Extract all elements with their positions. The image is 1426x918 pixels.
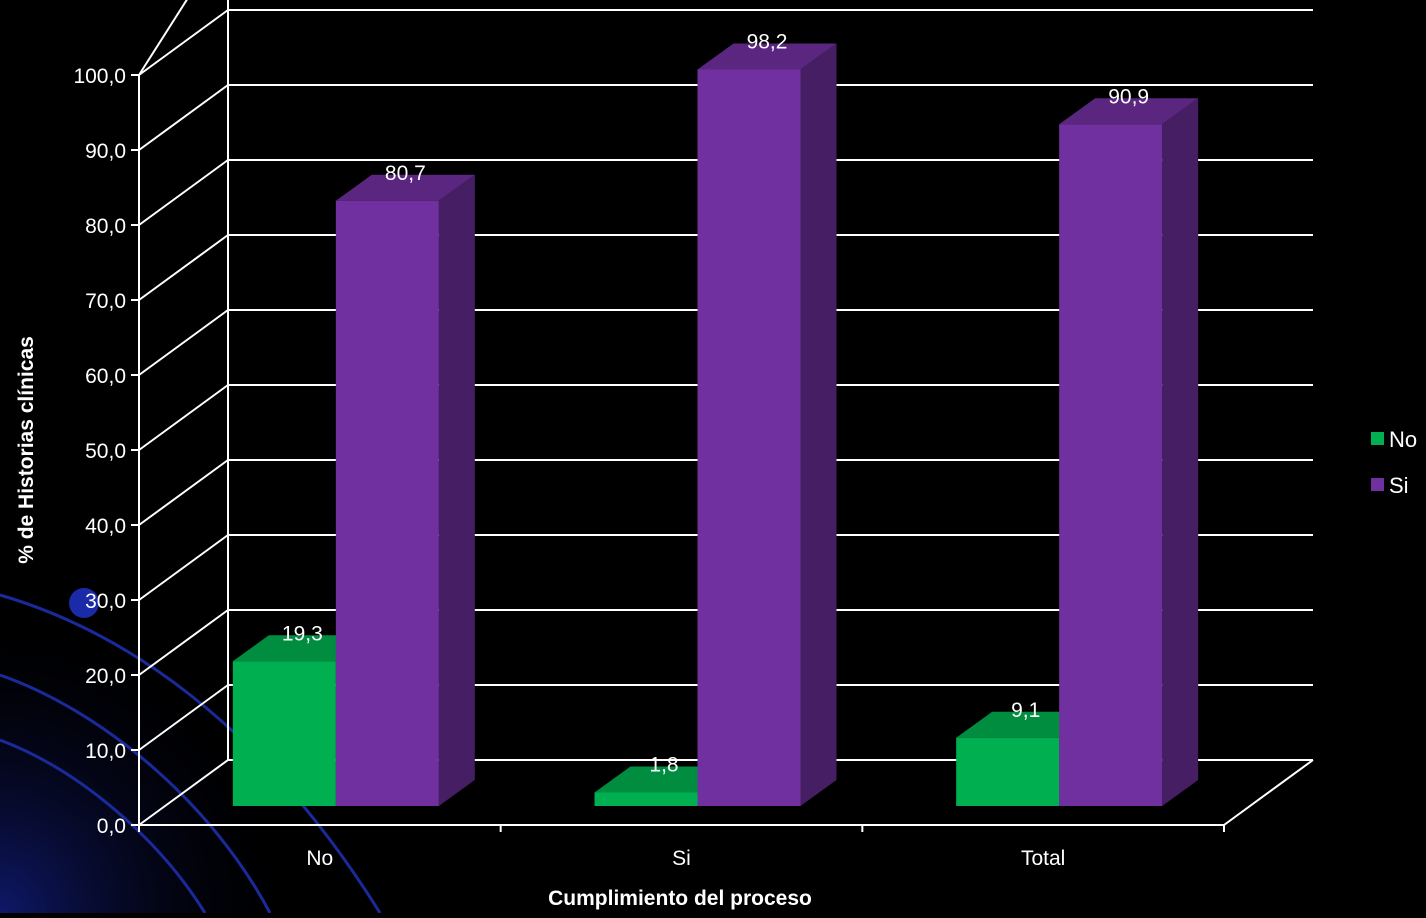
side-gridline bbox=[138, 384, 229, 451]
side-gridline bbox=[138, 9, 229, 76]
y-tick-label: 30,0 bbox=[85, 590, 126, 613]
y-axis-title: % de Historias clínicas bbox=[15, 336, 38, 564]
side-gridline bbox=[138, 684, 229, 751]
bar-si-si bbox=[697, 43, 837, 806]
x-axis-tick-labels: No Si Total bbox=[306, 847, 1065, 870]
legend-label-no: No bbox=[1389, 427, 1417, 452]
x-tick-label: Si bbox=[672, 847, 691, 870]
side-gridline bbox=[138, 0, 188, 76]
data-label: 98,2 bbox=[747, 31, 788, 54]
side-gridline bbox=[138, 609, 229, 676]
y-tick-label: 10,0 bbox=[85, 740, 126, 763]
side-gridline bbox=[138, 759, 229, 826]
axes bbox=[131, 74, 1225, 832]
y-tick-label: 100,0 bbox=[73, 65, 126, 88]
bar-front bbox=[956, 737, 1060, 806]
bar-front bbox=[232, 661, 336, 806]
legend-swatch-no bbox=[1371, 432, 1384, 445]
x-tick-label: No bbox=[306, 847, 333, 870]
bar-si-total bbox=[1059, 98, 1199, 806]
y-tick-label: 60,0 bbox=[85, 365, 126, 388]
y-tick-label: 50,0 bbox=[85, 440, 126, 463]
side-gridline bbox=[138, 234, 229, 301]
bar-front bbox=[1059, 124, 1163, 806]
legend-label-si: Si bbox=[1389, 473, 1409, 498]
floor-edge bbox=[1223, 759, 1314, 826]
bar-side bbox=[1162, 98, 1199, 806]
bar-top bbox=[335, 174, 475, 201]
side-gridline bbox=[138, 534, 229, 601]
legend: No Si bbox=[1371, 427, 1417, 498]
data-labels: 19,3 80,7 1,8 98,2 9,1 90,9 bbox=[282, 31, 1149, 777]
y-tick-label: 90,0 bbox=[85, 140, 126, 163]
y-tick-label: 80,0 bbox=[85, 215, 126, 238]
data-label: 80,7 bbox=[385, 162, 426, 185]
bar-si-no bbox=[335, 174, 475, 806]
data-label: 90,9 bbox=[1108, 85, 1149, 108]
bar-front bbox=[697, 69, 801, 806]
side-wall-grid bbox=[138, 0, 229, 826]
side-gridline bbox=[138, 159, 229, 226]
side-gridline bbox=[138, 309, 229, 376]
chart-floor bbox=[1223, 759, 1314, 826]
y-tick-label: 70,0 bbox=[85, 290, 126, 313]
bar-side bbox=[800, 43, 837, 806]
legend-swatch-si bbox=[1371, 478, 1384, 491]
bars bbox=[232, 43, 1199, 806]
x-axis-title: Cumplimiento del proceso bbox=[548, 887, 812, 910]
data-label: 1,8 bbox=[649, 754, 678, 777]
side-gridline bbox=[138, 459, 229, 526]
side-gridline bbox=[138, 84, 229, 151]
data-label: 9,1 bbox=[1011, 699, 1040, 722]
x-tick-label: Total bbox=[1021, 847, 1065, 870]
bar-front bbox=[335, 200, 439, 806]
bar-front bbox=[594, 792, 698, 806]
data-label: 19,3 bbox=[282, 622, 323, 645]
y-tick-label: 40,0 bbox=[85, 515, 126, 538]
y-axis-tick-labels: 0,0 10,0 20,0 30,0 40,0 50,0 60,0 70,0 80,0 90,0 1… bbox=[73, 65, 126, 838]
y-tick-label: 0,0 bbox=[97, 815, 126, 838]
bar-top bbox=[1059, 98, 1199, 125]
bar-top bbox=[697, 43, 837, 70]
y-tick-label: 20,0 bbox=[85, 665, 126, 688]
bar-side bbox=[438, 174, 475, 806]
